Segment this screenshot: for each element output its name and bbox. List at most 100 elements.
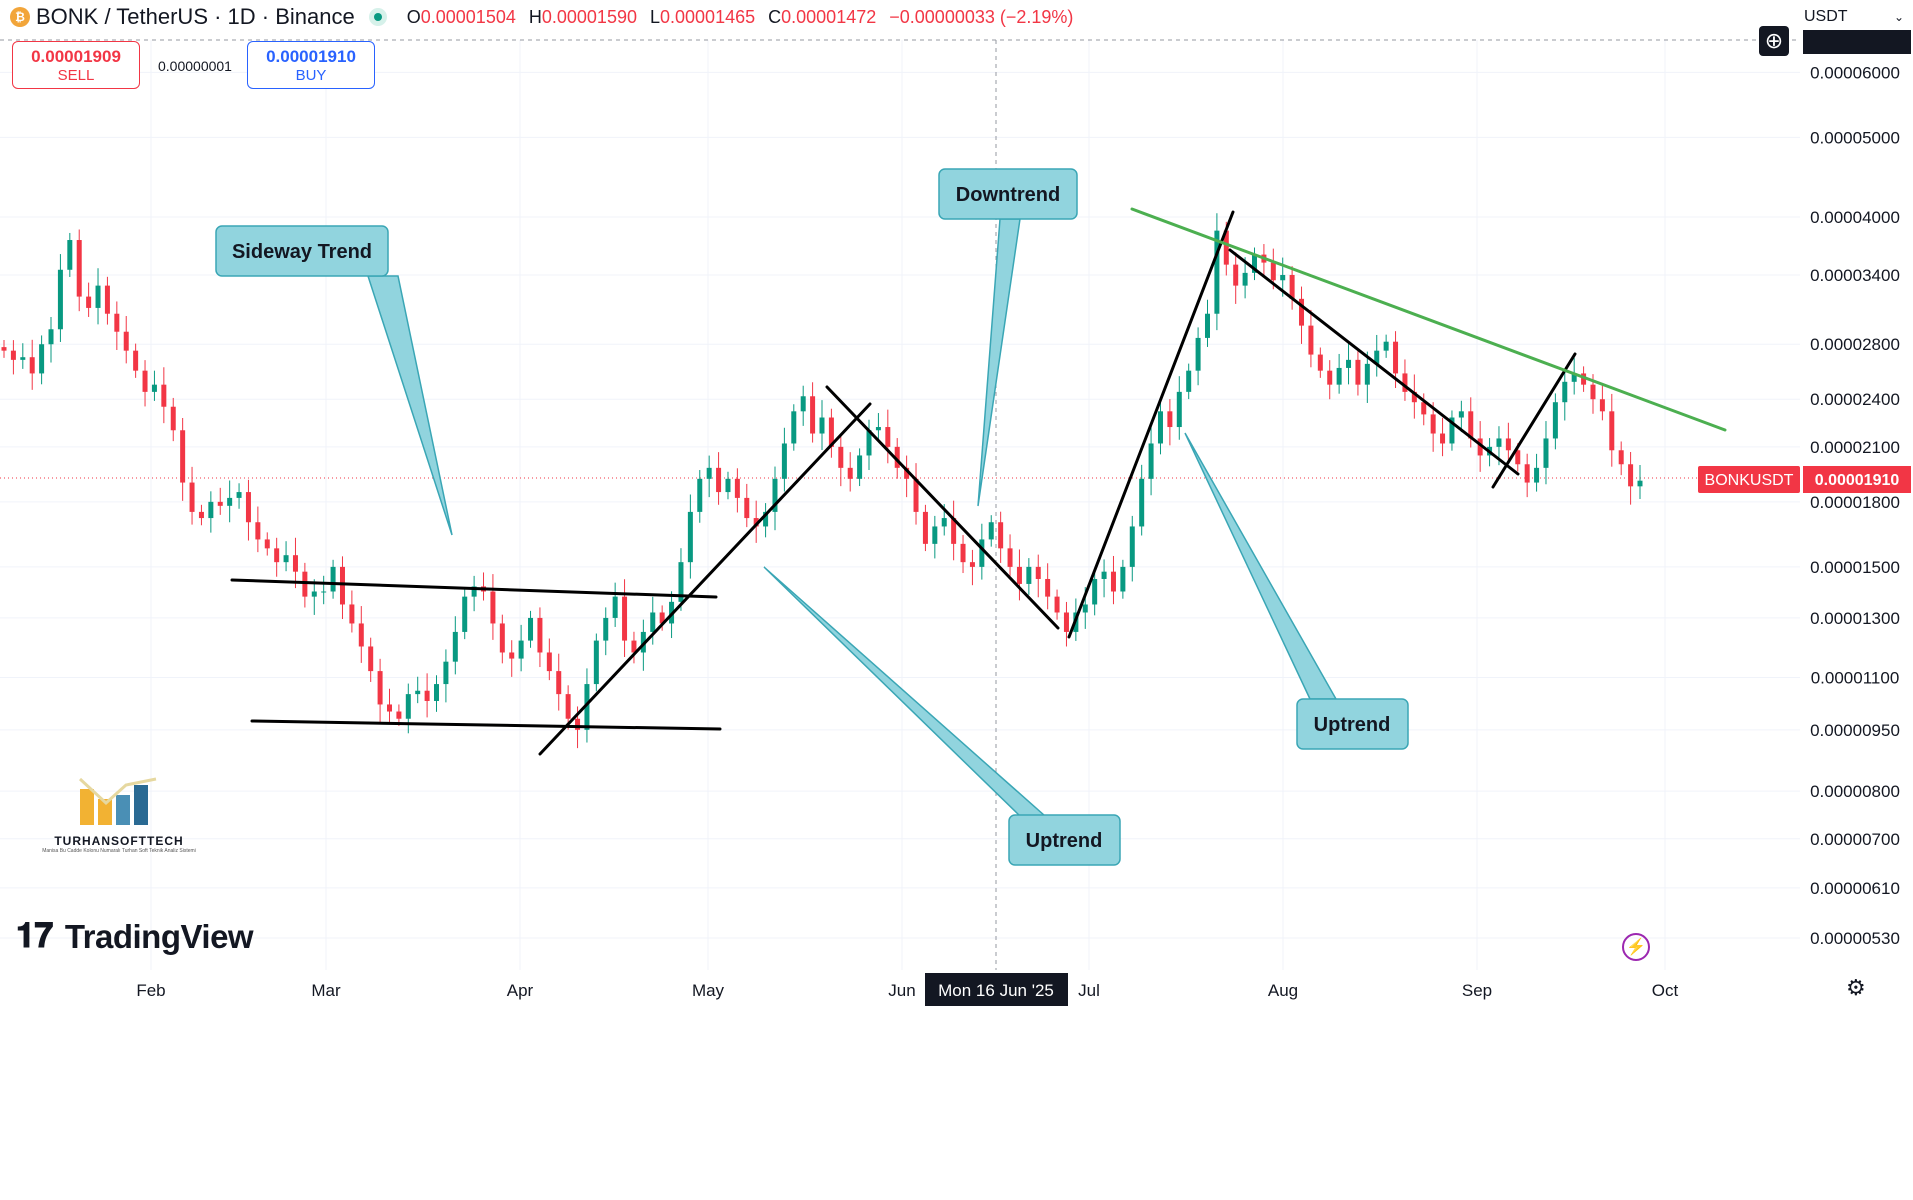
resistance-line	[1130, 207, 1727, 432]
callout-sideway[interactable]: Sideway Trend	[215, 225, 453, 536]
candle-body	[1383, 341, 1389, 351]
callout-uptrend-2[interactable]: Uptrend	[1184, 432, 1409, 750]
settings-gear-icon[interactable]: ⚙	[1846, 975, 1866, 1000]
price-tick-label: 0.00001100	[1811, 669, 1900, 688]
candle-body	[1280, 274, 1286, 281]
candle-body	[1120, 566, 1126, 592]
candle-body	[349, 604, 355, 624]
candle-body	[377, 671, 383, 705]
candle-body	[810, 396, 816, 434]
candle-body	[86, 296, 92, 308]
price-axis[interactable]: 0.00006000 0.00005000 0.00004000 0.00003400…	[1810, 63, 1900, 948]
time-axis[interactable]: Feb Mar Apr May Jun Jul Aug Sep Oct	[136, 981, 1678, 1000]
candle-body	[368, 646, 374, 672]
watermark-bars-icon	[78, 777, 157, 825]
candles	[1, 213, 1643, 749]
candle-body	[57, 269, 63, 330]
candle-body	[1599, 399, 1605, 412]
change-value: −0.00000033 (−2.19%)	[889, 6, 1074, 27]
candle-body	[631, 640, 637, 653]
candle-body	[922, 511, 928, 544]
candle-body	[932, 526, 938, 544]
candle-body	[819, 417, 825, 434]
price-tick-label: 0.00005000	[1810, 128, 1900, 147]
price-tick-label: 0.00001800	[1810, 493, 1900, 512]
candle-body	[1440, 433, 1446, 444]
candle-body	[828, 417, 834, 447]
symbol-title[interactable]: BONK / TetherUS · 1D · Binance	[36, 4, 355, 29]
candle-body	[302, 571, 308, 597]
candle-body	[1157, 411, 1163, 444]
candle-body	[424, 690, 430, 701]
candle-body	[29, 357, 35, 374]
candle-body	[725, 478, 731, 493]
price-tick-label: 0.00002400	[1810, 390, 1900, 409]
market-status-icon	[368, 8, 387, 26]
add-plus-icon[interactable]: ⊕	[1759, 26, 1789, 56]
trend-lines[interactable]	[230, 207, 1727, 756]
candle-body	[941, 518, 947, 527]
bonk-coin-icon: ₿	[10, 7, 30, 27]
candle-body	[264, 539, 270, 549]
candle-body	[123, 331, 129, 351]
candle-body	[434, 684, 440, 701]
candle-body	[1327, 370, 1333, 385]
candle-body	[1534, 467, 1540, 483]
candle-body	[904, 467, 910, 479]
candle-body	[650, 612, 656, 632]
candle-body	[1609, 411, 1615, 451]
candle-body	[612, 596, 618, 618]
candle-body	[1336, 367, 1342, 385]
candle-body	[1505, 438, 1511, 451]
candle-body	[1167, 411, 1173, 428]
candle-body	[1571, 373, 1577, 382]
lightning-icon[interactable]: ⚡	[1622, 933, 1650, 961]
callout-downtrend[interactable]: Downtrend	[938, 168, 1078, 507]
tradingview-logo[interactable]: 𝟏𝟕 TradingView	[16, 917, 254, 956]
candle-body	[1101, 571, 1107, 579]
tradingview-logo-text: TradingView	[64, 917, 254, 955]
callout-uptrend-1[interactable]: Uptrend	[763, 566, 1121, 866]
time-tick-label: Mar	[311, 981, 341, 1000]
candle-body	[857, 455, 863, 479]
candle-body	[866, 430, 872, 456]
candle-body	[537, 617, 543, 653]
candle-body	[960, 543, 966, 563]
candle-body	[180, 430, 186, 483]
candle-body	[1402, 373, 1408, 392]
candle-body	[1026, 566, 1032, 584]
candle-body	[697, 478, 703, 512]
candle-body	[311, 591, 317, 597]
candle-body	[988, 522, 994, 540]
candle-body	[330, 566, 336, 592]
symbol-header[interactable]: ₿ BONK / TetherUS · 1D · Binance O0.0000…	[10, 2, 1073, 32]
candle-body	[546, 652, 552, 672]
price-tick-label: 0.00001300	[1810, 609, 1900, 628]
candle-body	[1317, 354, 1323, 371]
candle-body	[1496, 438, 1502, 447]
candle-body	[76, 240, 82, 297]
candle-body	[1252, 254, 1258, 273]
candle-body	[1223, 230, 1229, 265]
candle-body	[208, 501, 214, 519]
candle-body	[48, 329, 54, 345]
candle-body	[556, 671, 562, 695]
candle-body	[339, 566, 345, 605]
candle-body	[1364, 363, 1370, 385]
candle-body	[1054, 596, 1060, 613]
price-tag-value: 0.00001910	[1815, 472, 1900, 489]
time-tick-label: Jun	[888, 981, 915, 1000]
time-tick-label: Oct	[1652, 981, 1679, 1000]
currency-selector[interactable]: USDT ⌄	[1800, 2, 1910, 32]
candle-body	[358, 623, 364, 647]
price-tick-label: 0.00001500	[1810, 558, 1900, 577]
sell-label: SELL	[57, 67, 95, 84]
candle-body	[443, 661, 449, 685]
candle-body	[10, 350, 16, 360]
price-tag-symbol: BONKUSDT	[1705, 472, 1794, 489]
candle-body	[753, 518, 759, 527]
candle-body	[1214, 230, 1220, 314]
sell-button[interactable]: 0.00001909 SELL	[12, 41, 140, 89]
buy-button[interactable]: 0.00001910 BUY	[247, 41, 375, 89]
